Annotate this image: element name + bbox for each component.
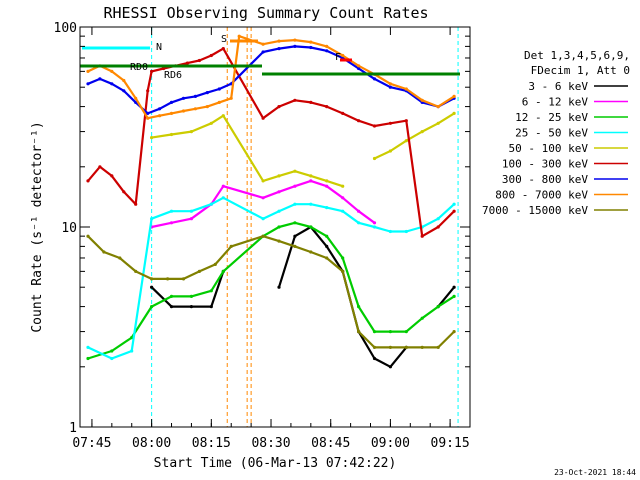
series-line-5 (87, 47, 455, 238)
legend-label-8: 7000 - 15000 keV (482, 204, 588, 217)
chart-title: RHESSI Observing Summary Count Rates (103, 4, 428, 22)
x-tick-label-3: 08:30 (251, 436, 290, 451)
series-line-2 (87, 221, 455, 360)
series-5 (86, 47, 456, 238)
series-8 (86, 234, 456, 349)
x-axis-label: Start Time (06-Mar-13 07:42:22) (154, 456, 397, 471)
annotation-label-2: F (335, 52, 341, 63)
legend-label-1: 6 - 12 keV (522, 96, 589, 109)
plot-area: N S F RD0 RD6 (80, 27, 460, 427)
x-tick-label-5: 09:00 (371, 436, 410, 451)
series-4 (150, 111, 456, 188)
annotation-label-4: RD6 (164, 70, 182, 81)
series-line-7 (87, 35, 455, 120)
x-axis: 07:45 08:00 08:15 08:30 08:45 09:00 09:15 (72, 27, 471, 451)
y-axis-label: Count Rate (s⁻¹ detector⁻¹) (30, 121, 45, 332)
series-3 (86, 196, 456, 361)
series-line-8 (87, 235, 455, 349)
series-line-1 (151, 179, 376, 229)
y-axis: 1 10 100 (54, 21, 470, 436)
legend-label-5: 100 - 300 keV (502, 158, 588, 171)
legend-label-0: 3 - 6 keV (528, 80, 588, 93)
x-tick-label-0: 07:45 (72, 436, 111, 451)
annotation-label-0: N (156, 42, 162, 53)
x-tick-label-2: 08:15 (192, 436, 231, 451)
annotation-layer: N S F RD0 RD6 (80, 34, 460, 81)
legend-label-4: 50 - 100 keV (509, 142, 589, 155)
x-tick-label-6: 09:15 (431, 436, 470, 451)
series-line-4 (151, 114, 344, 188)
legend-label-7: 800 - 7000 keV (495, 189, 588, 202)
x-tick-label-4: 08:45 (311, 436, 350, 451)
series-layer (86, 34, 456, 369)
legend-label-2: 12 - 25 keV (515, 111, 588, 124)
legend: Det 1,3,4,5,6,9, FDecim 1, Att 0 3 - 6 k… (482, 49, 630, 217)
annotation-label-3: RD0 (130, 62, 148, 73)
legend-label-6: 300 - 800 keV (502, 173, 588, 186)
y-tick-label-0: 1 (69, 421, 77, 436)
series-line-3 (87, 196, 455, 360)
legend-header-line-2: FDecim 1, Att 0 (531, 64, 630, 77)
annotation-label-1: S (221, 34, 227, 45)
series-line-6 (87, 45, 455, 115)
series-line-4 (374, 112, 455, 160)
legend-header-line-1: Det 1,3,4,5,6,9, (524, 49, 630, 62)
footer-date: 23-Oct-2021 18:44 (554, 468, 636, 477)
x-tick-label-1: 08:00 (132, 436, 171, 451)
plot-frame (79, 26, 471, 428)
y-tick-label-2: 100 (54, 21, 77, 36)
y-tick-label-1: 10 (61, 221, 77, 236)
attenuator-markers (151, 27, 459, 427)
series-line-0 (437, 286, 455, 308)
series-6 (86, 44, 456, 115)
legend-label-3: 25 - 50 keV (515, 127, 588, 140)
